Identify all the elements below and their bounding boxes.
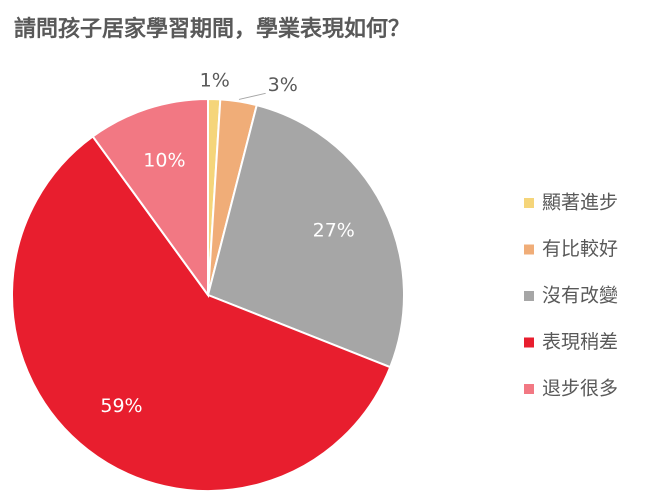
pie-slice <box>206 103 405 369</box>
data-label: 10% <box>143 149 185 171</box>
data-label: 27% <box>313 219 355 241</box>
legend-swatch <box>524 291 534 301</box>
legend-swatch <box>524 337 534 348</box>
data-label: 3% <box>268 74 298 96</box>
legend-label: 顯著進步 <box>542 192 618 214</box>
chart-title: 請問孩子居家學習期間，學業表現如何？ <box>14 16 410 42</box>
legend-swatch <box>524 244 534 255</box>
legend-label: 退步很多 <box>542 378 618 400</box>
legend-label: 沒有改變 <box>542 285 618 307</box>
legend-label: 有比較好 <box>542 238 618 260</box>
leader-line <box>238 92 266 100</box>
data-label: 1% <box>200 70 230 92</box>
pie-slice <box>10 135 392 492</box>
legend-swatch <box>524 198 534 208</box>
pie-slice <box>91 97 209 299</box>
legend-label: 表現稍差 <box>542 331 618 353</box>
legend-swatch <box>524 384 534 394</box>
data-label: 59% <box>100 395 142 417</box>
